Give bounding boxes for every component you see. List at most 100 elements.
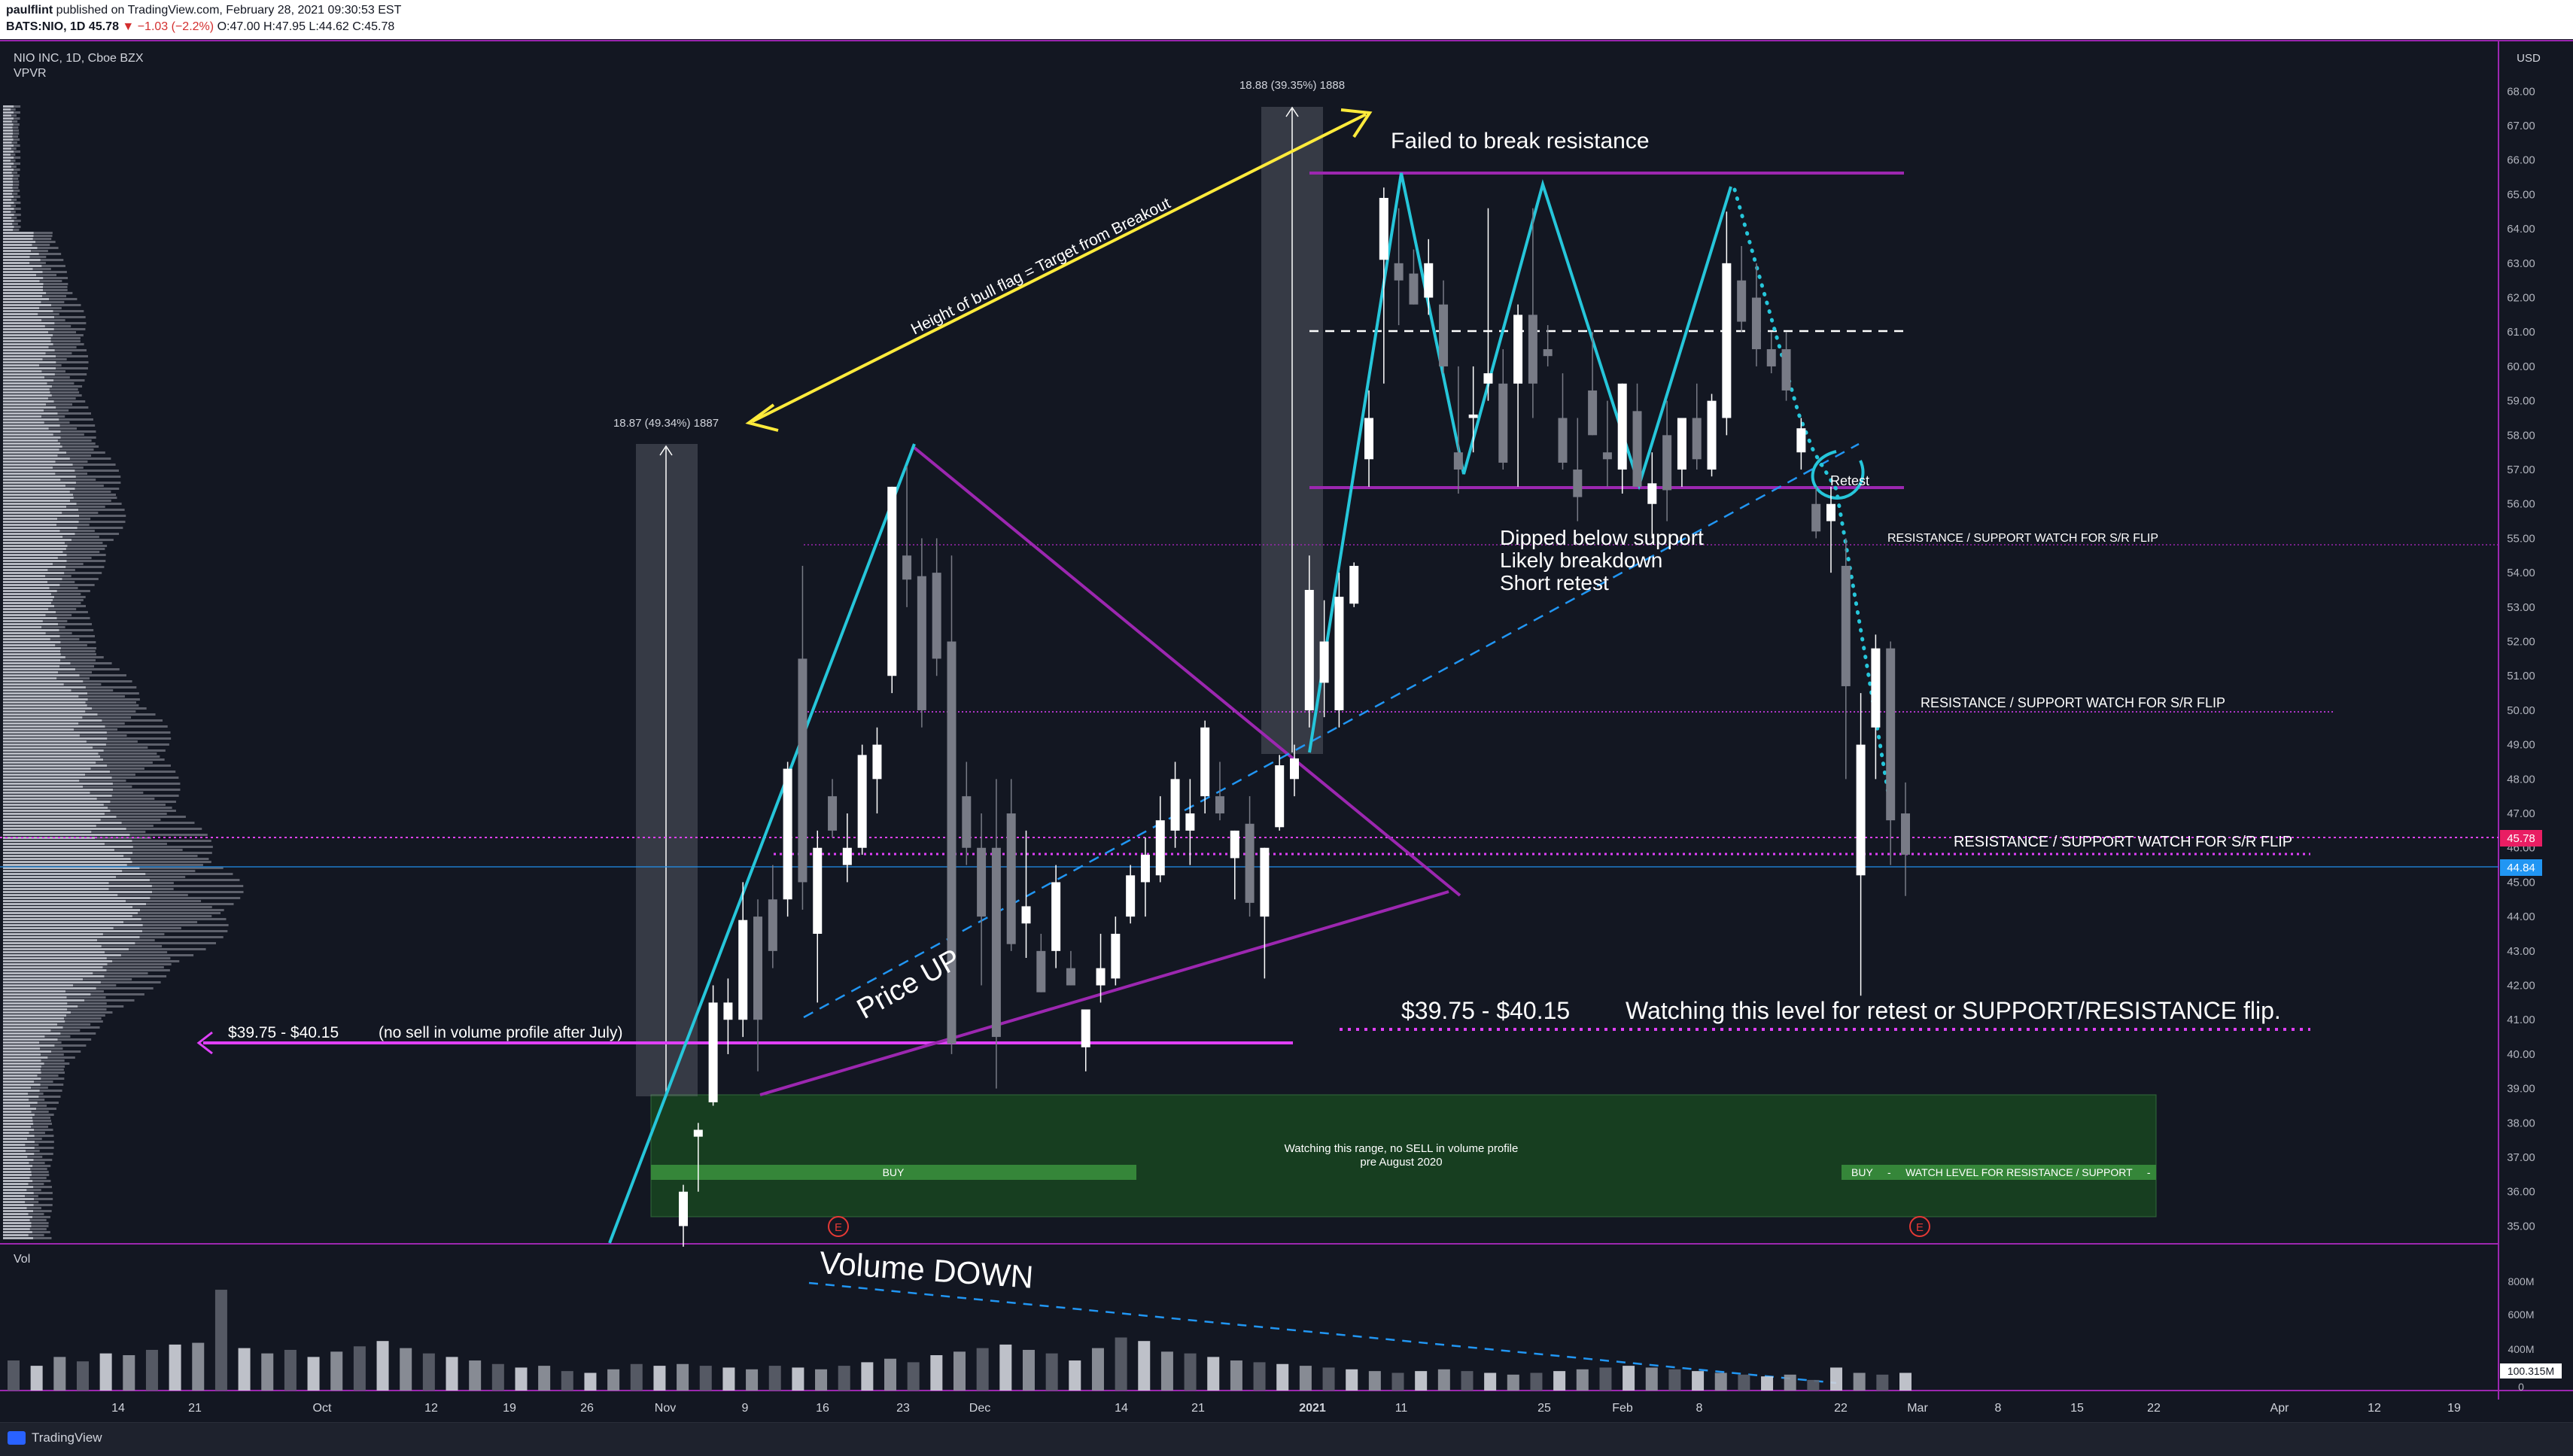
candle-body[interactable]	[1006, 813, 1016, 944]
candle-body[interactable]	[947, 641, 957, 1044]
candle-body[interactable]	[1677, 418, 1686, 470]
volume-bar	[746, 1369, 759, 1391]
candle-body[interactable]	[1275, 765, 1285, 828]
candle-body[interactable]	[1140, 854, 1150, 883]
candle-body[interactable]	[932, 573, 941, 659]
candle-body[interactable]	[1558, 418, 1568, 463]
candle-body[interactable]	[1170, 779, 1180, 831]
candle-body[interactable]	[768, 899, 777, 951]
candle-body[interactable]	[1304, 589, 1314, 710]
candle-body[interactable]	[1886, 648, 1896, 821]
candle-body[interactable]	[1319, 641, 1329, 683]
vpvr-bar	[3, 683, 64, 685]
candle-body[interactable]	[813, 847, 823, 934]
candle-body[interactable]	[1826, 503, 1835, 521]
candle-body[interactable]	[1334, 597, 1344, 710]
candle-body[interactable]	[1617, 383, 1627, 470]
candle-body[interactable]	[1588, 390, 1598, 436]
candle-body[interactable]	[1632, 411, 1642, 487]
buy-zone-right[interactable]	[1842, 1165, 2156, 1180]
earnings-marker-2[interactable]	[1909, 1216, 1930, 1237]
candle-body[interactable]	[1155, 820, 1165, 876]
candle-body[interactable]	[828, 796, 838, 831]
candle-body[interactable]	[1871, 648, 1881, 728]
candle-body[interactable]	[857, 755, 867, 848]
candle-body[interactable]	[1781, 349, 1791, 391]
candle-body[interactable]	[1513, 315, 1523, 384]
candle-body[interactable]	[1245, 823, 1255, 903]
candle-body[interactable]	[1602, 452, 1612, 460]
candle-body[interactable]	[679, 1191, 688, 1227]
candle-body[interactable]	[1439, 304, 1449, 366]
candle-body[interactable]	[1751, 297, 1761, 350]
candle-body[interactable]	[872, 744, 882, 780]
candle-body[interactable]	[1766, 349, 1776, 366]
candle-body[interactable]	[1796, 428, 1806, 453]
candle-body[interactable]	[1379, 198, 1388, 260]
candle-body[interactable]	[1856, 744, 1866, 876]
candle-body[interactable]	[1126, 875, 1136, 917]
candle-body[interactable]	[1841, 565, 1851, 686]
candle-body[interactable]	[1483, 373, 1493, 384]
earnings-marker-1[interactable]	[828, 1216, 849, 1237]
candle-body[interactable]	[1707, 400, 1717, 470]
candle-body[interactable]	[917, 576, 926, 710]
candle-body[interactable]	[753, 916, 763, 1020]
candle-body[interactable]	[1215, 796, 1224, 814]
candle-body[interactable]	[693, 1129, 703, 1137]
buy-zone-left[interactable]	[651, 1165, 1136, 1180]
candle-body[interactable]	[1081, 1009, 1090, 1047]
candle-body[interactable]	[1290, 758, 1299, 780]
measure-box-left[interactable]	[636, 444, 698, 1096]
vpvr-bar	[3, 253, 39, 255]
watch-range-zone[interactable]	[650, 1094, 2157, 1217]
candle-body[interactable]	[1453, 452, 1463, 470]
candle-body[interactable]	[723, 1002, 733, 1020]
candle-body[interactable]	[1498, 383, 1508, 463]
candle-body[interactable]	[977, 847, 987, 917]
candle-body[interactable]	[1185, 813, 1195, 831]
vpvr-bar	[31, 1225, 49, 1227]
candle-body[interactable]	[1543, 349, 1553, 357]
candle-body[interactable]	[738, 919, 748, 1020]
candle-body[interactable]	[708, 1002, 718, 1102]
candle-body[interactable]	[1901, 813, 1910, 855]
candle-body[interactable]	[887, 486, 897, 676]
candle-body[interactable]	[1066, 968, 1075, 986]
candle-body[interactable]	[1111, 933, 1121, 979]
candle-body[interactable]	[1722, 263, 1732, 418]
candle-body[interactable]	[1424, 263, 1434, 298]
candle-body[interactable]	[1096, 968, 1106, 986]
vpvr-bar	[110, 801, 176, 803]
candle-body[interactable]	[1394, 263, 1404, 281]
candle-body[interactable]	[1349, 565, 1359, 604]
candle-body[interactable]	[1021, 906, 1031, 924]
candle-body[interactable]	[902, 555, 912, 580]
candle-body[interactable]	[1692, 418, 1702, 460]
tradingview-logo[interactable]: TradingView	[8, 1430, 102, 1445]
author-name[interactable]: paulflint	[6, 4, 53, 17]
retest-circle[interactable]	[1811, 450, 1865, 500]
candle-body[interactable]	[1573, 470, 1583, 497]
candle-body[interactable]	[1737, 280, 1747, 322]
candle-body[interactable]	[1468, 414, 1478, 418]
candle-body[interactable]	[1364, 418, 1374, 460]
candle-body[interactable]	[962, 796, 972, 848]
candle-body[interactable]	[1200, 727, 1210, 797]
candle-body[interactable]	[1051, 882, 1061, 951]
candle-body[interactable]	[1036, 950, 1046, 992]
vpvr-bar	[33, 1123, 53, 1125]
candle-body[interactable]	[1528, 315, 1537, 384]
chart-canvas[interactable]: 35.00 36.00 37.00 38.00 39.00 40.00 41.00 42.00…	[0, 0, 2573, 1422]
candle-body[interactable]	[1647, 483, 1657, 504]
candle-body[interactable]	[783, 768, 792, 900]
candle-body[interactable]	[991, 847, 1001, 1038]
candle-body[interactable]	[1409, 273, 1419, 305]
candle-body[interactable]	[798, 658, 807, 883]
candle-body[interactable]	[1230, 830, 1239, 859]
candle-body[interactable]	[1260, 847, 1270, 917]
candle-body[interactable]	[1811, 503, 1821, 532]
candle-body[interactable]	[842, 847, 852, 865]
vpvr-bar	[93, 746, 148, 749]
candle-body[interactable]	[1662, 435, 1672, 491]
